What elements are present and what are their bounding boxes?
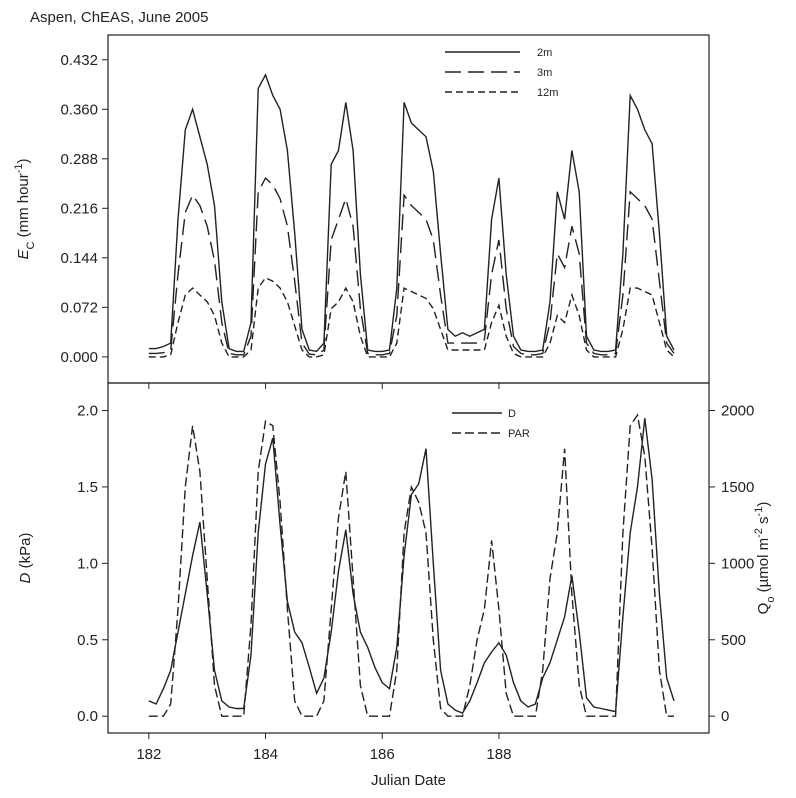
y2-axis-label-part: ): [755, 502, 772, 507]
y-tick-label: 1.0: [77, 555, 98, 572]
series-line: [148, 413, 674, 717]
y-axis-label-part: (kPa): [17, 533, 34, 573]
plot-frame: [107, 382, 710, 734]
y-tick-label: 0.144: [60, 250, 98, 267]
legend-label: PAR: [508, 428, 530, 440]
y2-tick-label: 2000: [721, 403, 754, 420]
x-tick-label: 186: [370, 746, 395, 763]
y2-axis-label-part: (µmol m: [755, 538, 772, 597]
y-tick-label: 0.360: [60, 101, 98, 118]
y-tick-label: 0.432: [60, 52, 98, 69]
y2-axis-label-part: -1: [753, 507, 765, 517]
y2-axis-label: Qo (µmol m-2 s-1): [753, 502, 777, 615]
y-tick-label: 0.072: [60, 299, 98, 316]
y2-axis-label-part: o: [765, 597, 777, 603]
y2-axis-label-part: s: [755, 516, 772, 528]
x-axis-label: Julian Date: [371, 772, 446, 789]
x-tick-label: 182: [136, 746, 161, 763]
y-tick-label: 0.0: [77, 708, 98, 725]
y-axis-label: D (kPa): [17, 533, 34, 584]
legend-label: 2m: [537, 47, 552, 59]
y2-axis-label-part: Q: [755, 603, 772, 615]
y-axis-label-part: -1: [13, 163, 25, 173]
y-axis-label-part: C: [25, 242, 37, 250]
legend-label: 3m: [537, 67, 552, 79]
chart-title: Aspen, ChEAS, June 2005: [30, 9, 208, 26]
series-line: [148, 276, 675, 358]
y-tick-label: 0.5: [77, 632, 98, 649]
y-axis-label-part: E: [15, 249, 32, 260]
y2-tick-label: 1500: [721, 479, 754, 496]
y-axis-label-part: ): [15, 158, 32, 163]
series-line: [148, 73, 675, 353]
y-tick-label: 0.000: [60, 349, 98, 366]
y-tick-label: 1.5: [77, 479, 98, 496]
y2-axis-label-part: -2: [753, 528, 765, 538]
x-tick-label: 188: [486, 746, 511, 763]
y-tick-label: 0.288: [60, 151, 98, 168]
legend-label: 12m: [537, 87, 558, 99]
y-tick-label: 0.216: [60, 200, 98, 217]
y2-tick-label: 500: [721, 632, 746, 649]
y-tick-label: 2.0: [77, 403, 98, 420]
series-line: [148, 418, 675, 714]
y2-tick-label: 0: [721, 708, 729, 725]
y-axis-label-part: (mm hour: [15, 173, 32, 241]
y-axis-label-part: D: [17, 572, 34, 583]
y2-tick-label: 1000: [721, 555, 754, 572]
y-axis-label: EC (mm hour-1): [13, 158, 37, 259]
series-line: [148, 176, 675, 356]
legend-label: D: [508, 408, 516, 420]
x-tick-label: 184: [253, 746, 278, 763]
